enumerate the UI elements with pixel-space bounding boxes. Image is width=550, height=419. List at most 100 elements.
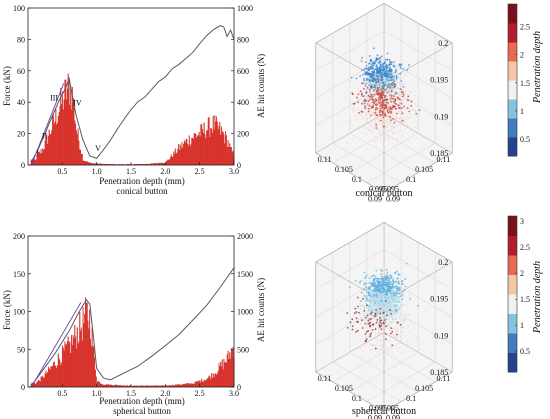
scatter-point xyxy=(373,79,376,82)
colorbar-segment xyxy=(508,313,517,334)
scatter-point xyxy=(368,81,371,84)
scatter-point xyxy=(377,95,379,97)
scatter-point xyxy=(368,334,370,336)
scatter-point xyxy=(395,330,397,332)
scatter-point xyxy=(382,101,385,104)
scatter-point xyxy=(384,297,387,300)
scatter-point xyxy=(380,104,382,106)
box-edge xyxy=(383,222,453,263)
scatter-point xyxy=(355,77,358,80)
scatter-point xyxy=(399,125,401,127)
scatter-point xyxy=(378,73,381,76)
scatter-point xyxy=(400,90,403,93)
ae-hit-bar xyxy=(206,130,208,166)
scatter-point xyxy=(370,87,372,89)
scatter-point xyxy=(374,114,376,117)
y2-tick-label: 1500 xyxy=(237,270,253,279)
scatter-point xyxy=(382,116,385,119)
scatter-point xyxy=(390,305,393,308)
scatter-point xyxy=(383,84,386,87)
scatter-point xyxy=(399,323,401,325)
scatter-point xyxy=(380,319,383,322)
scatter-point xyxy=(371,309,374,311)
scatter-point xyxy=(408,314,410,316)
ae-hit-bar xyxy=(91,327,93,388)
scatter-point xyxy=(365,323,367,325)
scatter-point xyxy=(380,86,382,89)
scatter-point xyxy=(384,279,387,281)
scatter-point xyxy=(381,88,383,90)
y2-tick-label: 1000 xyxy=(237,308,253,317)
scatter-point xyxy=(372,301,375,303)
scatter-point xyxy=(385,145,387,148)
scatter-point xyxy=(387,324,389,326)
scatter-point xyxy=(365,88,368,90)
scatter-point xyxy=(383,111,385,113)
scatter-point xyxy=(385,104,388,106)
scatter-point xyxy=(366,319,368,321)
scatter-point xyxy=(390,113,392,115)
scatter-point xyxy=(363,310,366,312)
scatter-point xyxy=(366,128,368,130)
scatter-point xyxy=(381,115,383,117)
scatter-point xyxy=(385,101,387,103)
scatter-point xyxy=(364,82,366,84)
scatter-point xyxy=(372,80,374,83)
scatter-point xyxy=(397,330,399,332)
scatter-point xyxy=(389,306,391,309)
scatter-point xyxy=(372,337,374,339)
scatter-point xyxy=(397,306,400,309)
scatter-point xyxy=(371,302,373,304)
scatter-point xyxy=(379,330,381,332)
colorbar-segment xyxy=(508,352,517,373)
scatter-point xyxy=(354,101,356,104)
scatter-point xyxy=(376,139,378,141)
scatter-point xyxy=(400,63,403,66)
scatter-point xyxy=(383,122,385,124)
scatter-point xyxy=(374,300,377,303)
ae-hit-bar xyxy=(50,134,52,166)
scatter-point xyxy=(383,104,385,106)
scatter-point xyxy=(369,99,371,101)
scatter-point xyxy=(386,52,389,55)
scatter-point xyxy=(393,61,395,63)
scatter-point xyxy=(391,78,393,80)
scatter-point xyxy=(387,103,389,105)
scatter-point xyxy=(377,101,379,103)
scatter-point xyxy=(386,279,389,282)
scatter-point xyxy=(404,96,406,99)
scatter-point xyxy=(380,283,383,286)
spherical-force-chart: Penetration depth (mm) spherical button … xyxy=(2,232,266,416)
scatter-point xyxy=(382,345,385,347)
ae-hit-bar xyxy=(65,344,67,388)
scatter-point xyxy=(390,277,393,279)
scatter-point xyxy=(365,91,368,94)
scatter-point xyxy=(379,301,382,303)
scatter-point xyxy=(395,77,398,80)
scatter-point xyxy=(373,74,376,76)
scatter-point xyxy=(392,100,395,103)
scatter-point xyxy=(385,326,387,328)
scatter-point xyxy=(363,282,366,285)
scatter-point xyxy=(379,319,382,322)
scatter-point xyxy=(374,318,376,320)
ae-hit-bar xyxy=(80,327,82,388)
scatter-point xyxy=(402,91,404,94)
scatter-point xyxy=(380,110,383,113)
scatter-point xyxy=(404,278,407,281)
ae-hit-bar xyxy=(69,105,71,166)
scatter-point xyxy=(381,347,383,349)
scatter-point xyxy=(374,72,376,75)
scatter-point xyxy=(388,109,391,111)
scatter-point xyxy=(383,114,385,116)
scatter-point xyxy=(375,58,378,61)
scatter-point xyxy=(359,339,361,341)
scatter-point xyxy=(383,318,386,321)
scatter-point xyxy=(391,119,393,121)
ae-hit-bar xyxy=(84,313,86,388)
ae-hit-bar xyxy=(61,103,63,166)
ae-hit-bar xyxy=(80,154,82,166)
scatter-point xyxy=(370,131,372,133)
scatter-point xyxy=(361,332,363,334)
scatter-point xyxy=(387,119,389,121)
